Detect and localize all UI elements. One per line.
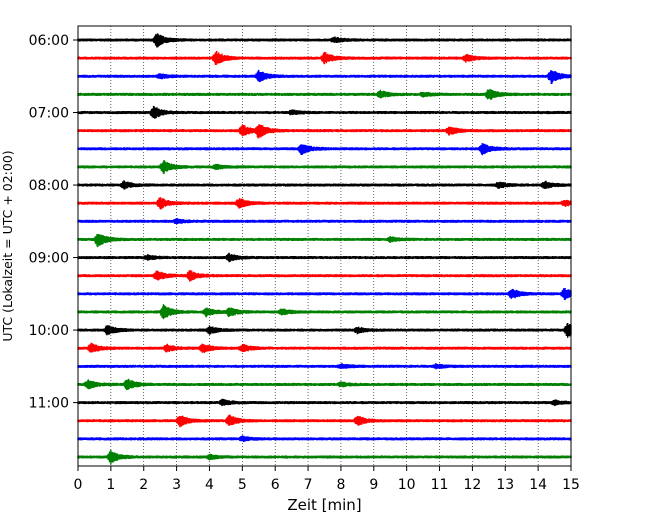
y-tick-label: 08:00 [29,178,69,194]
plot-frame [77,25,572,467]
trace-1145 [77,449,572,465]
x-tick-label: 3 [172,477,181,493]
x-axis-label: Zeit [min] [287,496,361,514]
trace-1130 [77,435,572,442]
x-tick-label: 9 [369,477,378,493]
x-tick-label: 5 [238,477,247,493]
y-tick-label: 09:00 [29,251,69,267]
x-tick-label: 8 [336,477,345,493]
grid-lines [110,26,539,466]
trace-0630 [77,69,572,85]
y-axis: 06:00 07:00 08:00 09:00 10:00 11:00 [29,33,78,412]
trace-1115 [77,414,572,428]
x-tick-label: 0 [74,477,83,493]
trace-0945 [77,304,572,320]
y-axis-label: UTC (Lokalzeit = UTC + 02:00) [0,150,15,341]
x-tick-label: 15 [562,477,580,493]
y-tick-label: 11:00 [29,396,69,412]
trace-1000 [77,323,572,338]
trace-1100 [77,398,572,407]
x-tick-label: 14 [529,477,547,493]
x-tick-label: 6 [271,477,280,493]
trace-0615 [77,50,572,66]
trace-1030 [77,363,572,370]
x-tick-label: 4 [205,477,214,493]
x-tick-label: 13 [496,477,514,493]
trace-1045 [77,378,572,391]
x-axis: 0 1 2 3 4 5 6 7 8 9 10 11 12 13 14 15 [74,466,580,493]
trace-0645 [77,88,572,100]
trace-0815 [77,197,572,210]
trace-0845 [77,233,572,248]
trace-0700 [77,105,572,119]
x-tick-label: 2 [139,477,148,493]
trace-0800 [77,180,572,190]
trace-0745 [77,159,572,174]
trace-0715 [77,124,572,139]
x-tick-label: 11 [431,477,449,493]
y-tick-label: 07:00 [29,106,69,122]
x-tick-label: 7 [304,477,313,493]
trace-1015 [77,342,572,353]
x-tick-label: 12 [463,477,481,493]
trace-0930 [77,288,572,301]
trace-0730 [77,143,572,156]
trace-0830 [77,217,572,225]
trace-0600 [77,33,572,48]
seismic-traces [77,33,572,465]
trace-0900 [77,252,572,263]
x-tick-label: 10 [398,477,416,493]
x-tick-label: 1 [106,477,115,493]
y-tick-label: 06:00 [29,33,69,49]
y-tick-label: 10:00 [29,323,69,339]
trace-0915 [77,270,572,282]
